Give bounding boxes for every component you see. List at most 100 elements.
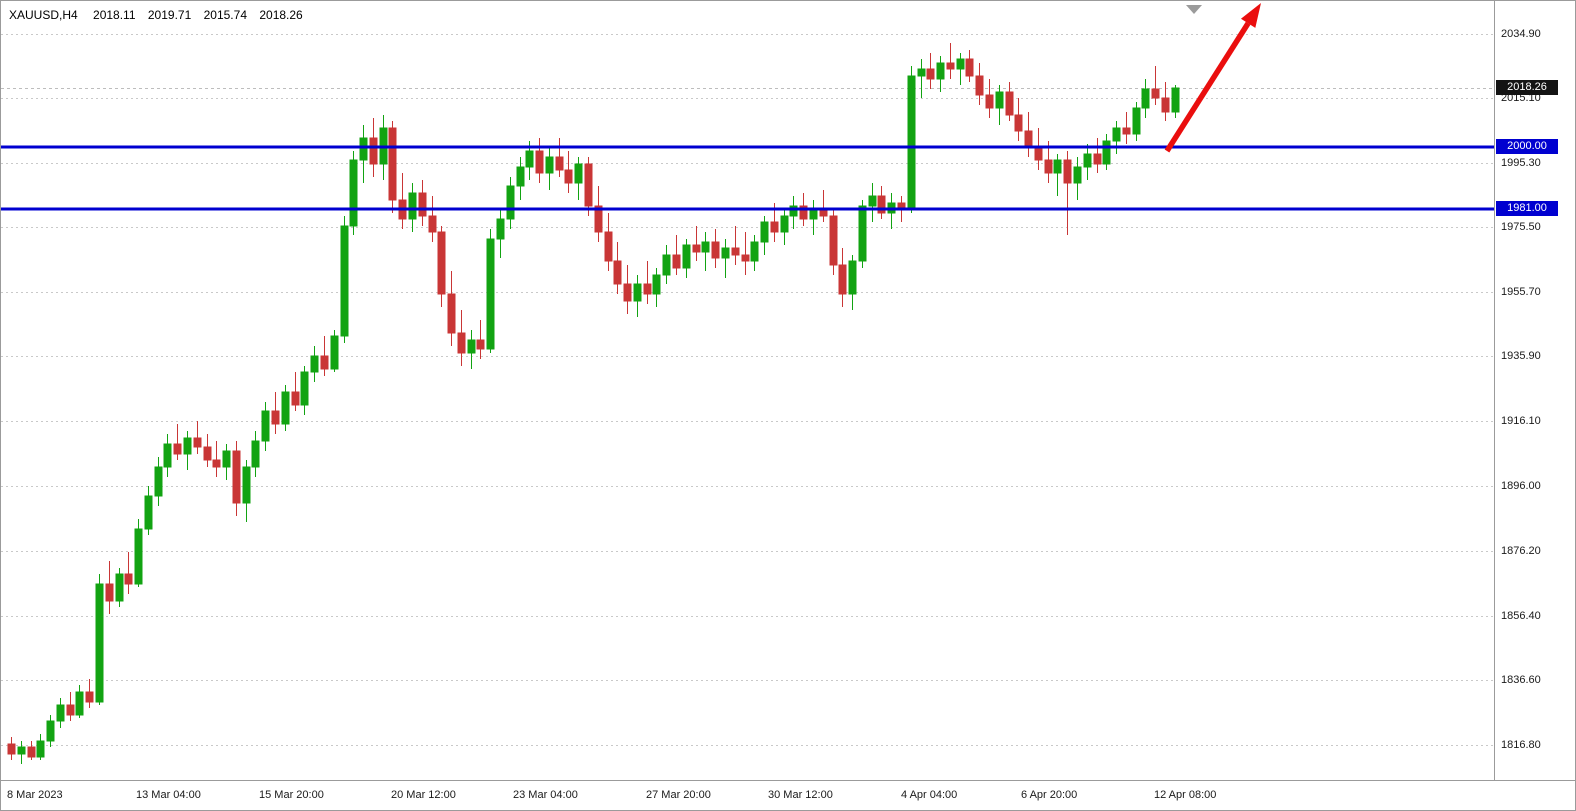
candle-bear — [946, 62, 955, 70]
candle-bear — [535, 150, 544, 174]
candle-bull — [574, 163, 583, 184]
candle-bull — [760, 221, 769, 243]
candle-bull — [1132, 107, 1141, 135]
price-axis-tick: 1876.20 — [1501, 545, 1541, 557]
candle-bear — [741, 254, 750, 262]
candle-bull — [163, 443, 172, 468]
candle-bull — [281, 391, 290, 425]
candle-bear — [965, 58, 974, 77]
candle-bull — [408, 192, 417, 220]
candle-bear — [692, 244, 701, 253]
candle-bear — [203, 446, 212, 461]
candle-bull — [525, 150, 534, 168]
candle-bull — [516, 166, 525, 187]
price-axis[interactable]: 2034.90 2015.10 1995.30 1975.50 1955.70 1935.… — [1494, 1, 1575, 780]
current-price-tag: 2018.26 — [1496, 80, 1558, 95]
time-axis-tick: 27 Mar 20:00 — [646, 789, 711, 801]
candle-bull — [789, 205, 798, 217]
candle-bear — [1093, 153, 1102, 165]
time-axis-tick: 12 Apr 08:00 — [1154, 789, 1217, 801]
candle-bear — [447, 293, 456, 334]
time-axis-tick: 13 Mar 04:00 — [136, 789, 201, 801]
ohlc-close: 2018.26 — [259, 8, 303, 22]
trend-arrow-shaft[interactable] — [1164, 21, 1251, 153]
candle-bull — [144, 495, 153, 530]
time-axis[interactable]: 8 Mar 2023 13 Mar 04:00 15 Mar 20:00 20 Mar… — [1, 780, 1575, 810]
price-axis-tick: 1896.00 — [1501, 480, 1541, 492]
candle-bear — [643, 283, 652, 295]
candle-bull — [261, 410, 270, 442]
candle-bear — [829, 215, 838, 266]
candle-bull — [154, 466, 163, 497]
candle-bull — [701, 241, 710, 253]
candle-bull — [467, 339, 476, 354]
candle-bull — [662, 254, 671, 276]
candle-bull — [75, 691, 84, 716]
candle-bull — [330, 335, 339, 370]
candle-bull — [907, 75, 916, 210]
candle-bear — [232, 450, 241, 504]
candle-bull — [496, 218, 505, 240]
candle-bear — [672, 254, 681, 269]
candle-bull — [1073, 166, 1082, 184]
price-axis-tick: 1935.90 — [1501, 350, 1541, 362]
candle-bull — [242, 466, 251, 504]
candle-bear — [212, 459, 221, 468]
candle-bull — [56, 704, 65, 722]
ohlc-high: 2019.71 — [147, 8, 192, 22]
candle-bear — [1161, 97, 1170, 113]
candle-bear — [623, 283, 632, 302]
candle-bull — [251, 440, 260, 468]
candle-bull — [848, 260, 857, 295]
candle-bear — [711, 241, 720, 259]
candle-bear — [564, 169, 573, 184]
candle-bull — [115, 573, 124, 602]
candle-bull — [917, 68, 926, 77]
candle-bear — [291, 391, 300, 406]
candle-bull — [46, 720, 55, 742]
candle-bull — [682, 244, 691, 269]
candle-bear — [555, 156, 564, 171]
price-axis-tick: 1995.30 — [1501, 157, 1541, 169]
candle-bear — [418, 192, 427, 217]
candle-bear — [457, 332, 466, 354]
price-axis-tick: 2015.10 — [1501, 92, 1541, 104]
chart-shift-icon[interactable] — [1186, 5, 1202, 14]
candle-bear — [926, 68, 935, 80]
level-price-tag: 2000.00 — [1496, 139, 1558, 154]
ohlc-open: 2018.11 — [93, 8, 136, 22]
candle-bull — [956, 58, 965, 70]
candle-bull — [780, 215, 789, 233]
candle-bear — [584, 163, 593, 207]
candle-bear — [1151, 88, 1160, 99]
symbol-ohlc-caption: XAUUSD,H4 2018.11 2019.71 2015.74 2018.2… — [9, 8, 312, 22]
candle-bear — [105, 583, 114, 602]
candle-bull — [545, 156, 554, 174]
candle-bull — [134, 528, 143, 585]
time-axis-tick: 6 Apr 20:00 — [1021, 789, 1078, 801]
candle-bull — [1083, 153, 1092, 168]
candle-bear — [388, 127, 397, 201]
time-axis-tick: 15 Mar 20:00 — [259, 789, 324, 801]
symbol-period-label: XAUUSD,H4 — [9, 8, 78, 22]
level-price-tag: 1981.00 — [1496, 201, 1558, 216]
candle-bull — [359, 137, 368, 161]
candle-bull — [1112, 127, 1121, 142]
price-axis-tick: 1916.10 — [1501, 415, 1541, 427]
candle-bull — [1171, 87, 1180, 113]
candle-bear — [1122, 127, 1131, 135]
candle-bear — [1024, 130, 1033, 148]
candle-bull — [721, 247, 730, 259]
candle-bull — [349, 159, 358, 227]
candle-bear — [66, 704, 75, 716]
candle-bear — [271, 410, 280, 425]
candle-bull — [17, 746, 26, 755]
price-axis-tick: 2034.90 — [1501, 28, 1541, 40]
candlestick-plot[interactable] — [1, 1, 1494, 780]
candle-bull — [936, 62, 945, 80]
candle-bear — [1005, 91, 1014, 116]
candle-bear — [124, 573, 133, 585]
trend-arrow-head[interactable] — [1240, 3, 1261, 28]
candle-bull — [95, 583, 104, 703]
candle-bull — [995, 91, 1004, 109]
